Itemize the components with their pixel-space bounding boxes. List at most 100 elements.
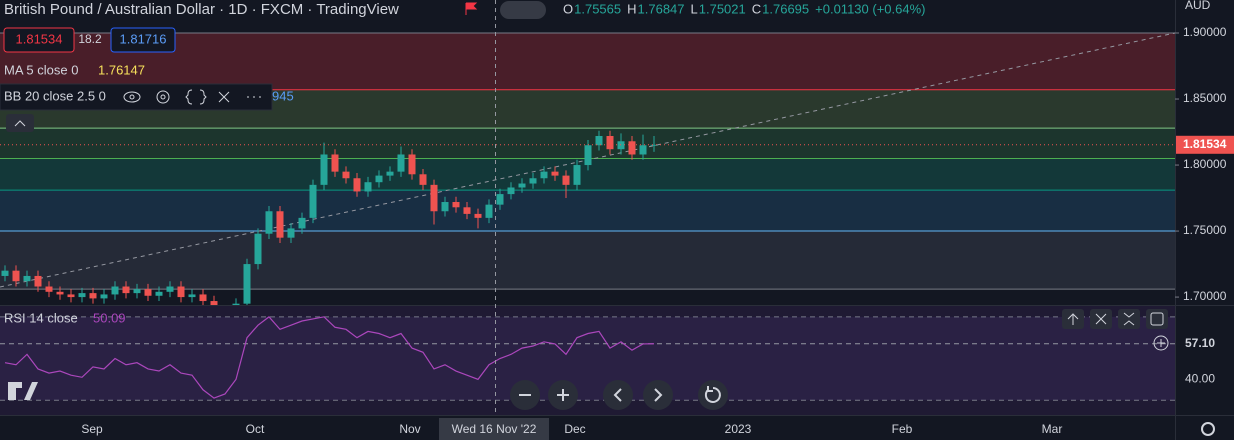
ohlc-change: +0.01130 (+0.64%) [815, 1, 925, 16]
candle-body [133, 289, 141, 294]
candle-body [78, 293, 86, 298]
candle-body [199, 294, 207, 302]
candle-body [12, 270, 20, 282]
rsi-tick-label: 40.00 [1185, 372, 1215, 386]
add-button[interactable] [1153, 335, 1169, 351]
time-label: Sep [81, 422, 103, 436]
ohlc-value: 1.75021 [699, 1, 746, 16]
candle-body [474, 213, 482, 218]
rsi-band-fill [0, 316, 1175, 401]
candle-body [320, 154, 328, 185]
bb-legend-box[interactable] [0, 83, 273, 111]
currency-label: AUD [1185, 0, 1211, 12]
bid-price: 1.81534 [16, 31, 63, 46]
tv-logo[interactable] [8, 382, 38, 400]
candle-body [276, 211, 284, 238]
ma-value: 1.76147 [98, 62, 145, 77]
fib-band [0, 231, 1175, 290]
candle-body [45, 286, 53, 292]
candle-body [56, 291, 64, 295]
last-price-tag [1176, 135, 1234, 154]
legend-icons[interactable] [123, 89, 261, 105]
bid-box[interactable] [3, 27, 75, 53]
y-tick-label: 1.85000 [1183, 91, 1227, 105]
ohlc-value: 1.75565 [574, 1, 621, 16]
time-label: 2023 [725, 422, 752, 436]
ask-price: 1.81716 [120, 31, 167, 46]
candle-body [100, 294, 108, 299]
time-label: Oct [246, 422, 265, 436]
candle-body [67, 294, 75, 298]
candle-body [551, 171, 559, 176]
candle-body [342, 171, 350, 179]
candle-body [287, 228, 295, 238]
candle-body [507, 187, 515, 195]
candle-body [606, 135, 614, 150]
pane-button-icons [1067, 312, 1164, 326]
candle-body [144, 289, 152, 296]
candle-body [210, 301, 218, 305]
ohlc-label: H [627, 1, 636, 16]
ma-legend: MA 5 close 0 [4, 62, 78, 77]
time-label: Nov [399, 422, 420, 436]
candle-body [188, 294, 196, 298]
candle-body [364, 182, 372, 192]
spread: 18.2 [78, 32, 102, 46]
ohlc-label: C [752, 1, 761, 16]
collapse-icon [14, 120, 26, 127]
candle-body [1, 270, 9, 276]
toggle-button[interactable] [500, 1, 546, 19]
candle-body [452, 202, 460, 208]
rsi-pane [0, 306, 1175, 415]
candle-body [408, 154, 416, 175]
candle-body [309, 184, 317, 218]
candle-body [386, 171, 394, 176]
bb-legend: BB 20 close 2.5 0 [4, 88, 106, 103]
bb-value: 945 [272, 88, 294, 103]
time-label: Wed 16 Nov '22 [452, 422, 537, 436]
candle-body [573, 165, 581, 185]
navigation-toolbar[interactable] [510, 380, 728, 410]
candle-body [430, 184, 438, 212]
candle-body [265, 211, 273, 234]
flag-icon[interactable] [465, 2, 478, 15]
candle-body [496, 194, 504, 205]
candle-body [111, 286, 119, 295]
y-tick-label: 1.75000 [1183, 223, 1227, 237]
candle-body [485, 204, 493, 218]
y-tick-label: 1.80000 [1183, 157, 1227, 171]
add-icon [1157, 339, 1165, 347]
y-tick-label: 1.70000 [1183, 289, 1227, 303]
candle-body [34, 275, 42, 287]
rsi-legend: RSI 14 close [4, 310, 78, 325]
y-tick-label: 1.90000 [1183, 25, 1227, 39]
rsi-last-label: 57.10 [1185, 336, 1215, 350]
candle-body [89, 293, 97, 299]
candle-body [331, 154, 339, 172]
candle-body [177, 286, 185, 298]
candle-body [628, 141, 636, 155]
rsi-value: 50.09 [93, 310, 126, 325]
collapse-button[interactable] [6, 114, 34, 132]
candle-body [375, 175, 383, 183]
crosshair-time-tag [439, 418, 549, 440]
toolbar-icons [519, 386, 721, 403]
candle-body [166, 286, 174, 292]
settings-icon[interactable] [1201, 422, 1215, 436]
ohlc-label: O [563, 1, 573, 16]
candle-body [298, 217, 306, 229]
candle-body [584, 145, 592, 166]
candle-body [419, 174, 427, 185]
fib-band [0, 33, 1175, 90]
ask-box[interactable] [110, 27, 176, 53]
candle-body [463, 207, 471, 214]
time-label: Feb [892, 422, 913, 436]
ohlc-value: 1.76847 [638, 1, 685, 16]
candle-body [122, 286, 130, 294]
ohlc-value: 1.76695 [762, 1, 809, 16]
candle-body [595, 135, 603, 146]
candle-body [441, 202, 449, 212]
candle-body [540, 171, 548, 179]
candle-body [397, 154, 405, 172]
